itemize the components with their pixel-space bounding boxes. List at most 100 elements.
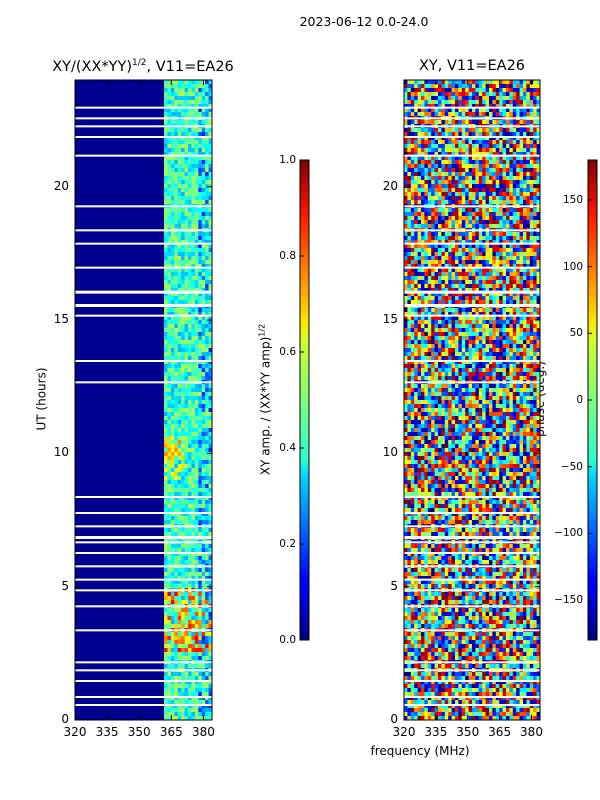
heatmap-cell <box>421 288 425 293</box>
heatmap-cell <box>536 308 540 313</box>
heatmap-cell <box>523 120 527 125</box>
heatmap-cell <box>444 344 449 349</box>
heatmap-cell <box>458 296 463 301</box>
heatmap-cell <box>438 232 442 237</box>
heatmap-cell <box>516 164 520 169</box>
heatmap-cell <box>404 328 408 333</box>
heatmap-cell <box>181 388 185 393</box>
heatmap-cell <box>191 168 196 173</box>
heatmap-cell <box>509 276 514 281</box>
heatmap-cell <box>181 332 185 337</box>
heatmap-cell <box>170 348 175 353</box>
heatmap-cell <box>167 168 172 173</box>
heatmap-cell <box>184 344 189 349</box>
heatmap-cell <box>417 312 422 317</box>
heatmap-cell <box>205 696 209 701</box>
heatmap-cell <box>495 164 500 169</box>
heatmap-cell <box>434 240 439 245</box>
heatmap-cell <box>478 112 483 117</box>
heatmap-cell <box>205 300 209 305</box>
heatmap-cell <box>485 180 490 185</box>
heatmap-cell <box>444 188 449 193</box>
heatmap-cell <box>438 260 442 265</box>
heatmap-cell <box>434 328 439 333</box>
heatmap-cell <box>424 108 429 113</box>
heatmap-cell <box>434 272 439 277</box>
heatmap-cell <box>167 424 172 429</box>
heatmap-cell <box>194 716 199 720</box>
heatmap-cell <box>495 152 500 157</box>
heatmap-cell <box>164 92 168 97</box>
heatmap-cell <box>181 192 185 197</box>
heatmap-cell <box>170 244 175 249</box>
heatmap-cell <box>167 136 172 141</box>
heatmap-cell <box>478 152 483 157</box>
heatmap-cell <box>184 576 189 581</box>
heatmap-cell <box>417 288 422 293</box>
heatmap-cell <box>164 356 168 361</box>
heatmap-cell <box>509 136 514 141</box>
heatmap-cell <box>533 252 537 257</box>
heatmap-cell <box>208 260 212 265</box>
heatmap-cell <box>184 648 189 653</box>
heatmap-cell <box>208 264 212 269</box>
heatmap-cell <box>421 128 425 133</box>
heatmap-cell <box>181 528 185 533</box>
heatmap-cell <box>181 532 185 537</box>
heatmap-cell <box>410 296 415 301</box>
heatmap-cell <box>188 496 192 501</box>
heatmap-cell <box>170 648 175 653</box>
heatmap-cell <box>465 260 469 265</box>
heatmap-cell <box>188 636 192 641</box>
heatmap-cell <box>502 320 507 325</box>
heatmap-cell <box>455 96 459 101</box>
heatmap-cell <box>198 368 203 373</box>
heatmap-cell <box>205 244 209 249</box>
heatmap-cell <box>495 220 500 225</box>
heatmap-cell <box>421 196 425 201</box>
heatmap-cell <box>492 164 497 169</box>
heatmap-cell <box>502 324 507 329</box>
heatmap-cell <box>181 464 185 469</box>
heatmap-cell <box>506 220 510 225</box>
heatmap-cell <box>181 324 185 329</box>
heatmap-cell <box>174 652 179 657</box>
heatmap-cell <box>181 284 185 289</box>
heatmap-cell <box>181 152 185 157</box>
heatmap-cell <box>529 252 534 257</box>
heatmap-cell <box>536 244 540 249</box>
heatmap-cell <box>184 192 189 197</box>
heatmap-cell <box>478 100 483 105</box>
heatmap-cell <box>519 148 524 153</box>
heatmap-cell <box>492 220 497 225</box>
heatmap-cell <box>431 232 435 237</box>
heatmap-cell <box>444 244 449 249</box>
heatmap-cell <box>191 428 196 433</box>
heatmap-cell <box>177 476 182 481</box>
heatmap-cell <box>444 220 449 225</box>
heatmap-cell <box>167 512 172 517</box>
heatmap-cell <box>509 180 514 185</box>
heatmap-cell <box>184 156 189 161</box>
heatmap-cell <box>194 644 199 649</box>
heatmap-cell <box>191 220 196 225</box>
heatmap-cell <box>407 180 412 185</box>
heatmap-cell <box>198 532 203 537</box>
heatmap-cell <box>485 260 490 265</box>
heatmap-cell <box>167 620 172 625</box>
heatmap-cell <box>404 276 408 281</box>
heatmap-cell <box>188 684 192 689</box>
heatmap-cell <box>205 396 209 401</box>
heatmap-cell <box>495 344 500 349</box>
heatmap-cell <box>170 684 175 689</box>
heatmap-cell <box>194 624 199 629</box>
heatmap-cell <box>475 216 480 221</box>
heatmap-cell <box>188 136 192 141</box>
heatmap-cell <box>164 112 168 117</box>
heatmap-cell <box>485 276 490 281</box>
heatmap-cell <box>177 252 182 257</box>
heatmap-cell <box>198 332 203 337</box>
heatmap-cell <box>194 680 199 685</box>
heatmap-cell <box>502 152 507 157</box>
heatmap-cell <box>191 208 196 213</box>
